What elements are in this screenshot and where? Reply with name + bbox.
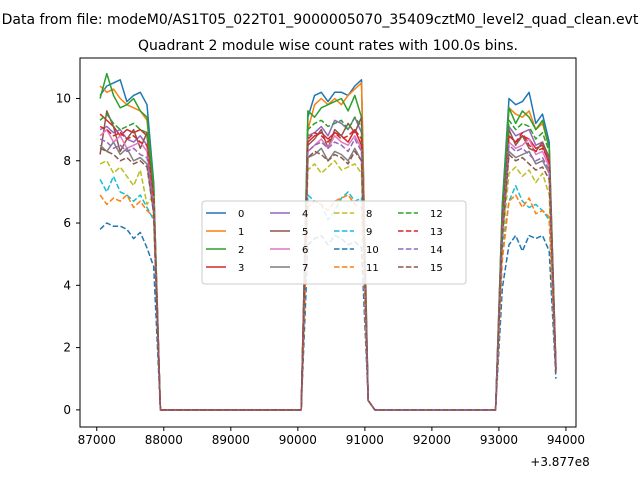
x-tick-label: 87000 [78, 433, 116, 447]
axes-layer: 87000 88000 89000 90000 91000 92000 93000 94000… [56, 91, 585, 447]
x-tick-label: 94000 [547, 433, 585, 447]
y-tick-label: 8 [63, 154, 71, 168]
y-tick-label: 6 [63, 216, 71, 230]
x-tick-label: 90000 [279, 433, 317, 447]
x-tick-label: 89000 [212, 433, 250, 447]
x-tick-label: 92000 [413, 433, 451, 447]
legend-label-14: 14 [430, 245, 443, 256]
legend-label-12: 12 [430, 209, 443, 220]
y-tick-label: 2 [63, 341, 71, 355]
legend-label-9: 9 [366, 227, 372, 238]
plot-frame [79, 57, 577, 428]
legend-label-6: 6 [302, 245, 308, 256]
legend-label-13: 13 [430, 227, 443, 238]
legend-label-2: 2 [238, 245, 244, 256]
x-tick-label: 88000 [145, 433, 183, 447]
x-offset-label: +3.877e8 [530, 455, 589, 469]
legend-label-0: 0 [238, 209, 244, 220]
figure-suptitle: Data from file: modeM0/AS1T05_022T01_900… [2, 12, 639, 28]
legend-label-5: 5 [302, 227, 308, 238]
legend-label-11: 11 [366, 263, 379, 274]
legend-label-7: 7 [302, 263, 308, 274]
y-tick-label: 0 [63, 403, 71, 417]
y-tick-label: 4 [63, 278, 71, 292]
x-tick-label: 93000 [480, 433, 518, 447]
legend-box [201, 200, 467, 285]
y-tick-label: 10 [56, 91, 71, 105]
legend-label-15: 15 [430, 263, 443, 274]
plot-title: Quadrant 2 module wise count rates with … [138, 38, 518, 54]
series-line-15 [99, 147, 557, 411]
legend-label-3: 3 [238, 263, 244, 274]
legend-label-1: 1 [238, 227, 244, 238]
legend-label-4: 4 [302, 209, 308, 220]
legend-label-8: 8 [366, 209, 372, 220]
x-tick-label: 91000 [346, 433, 384, 447]
legend-label-10: 10 [366, 245, 379, 256]
